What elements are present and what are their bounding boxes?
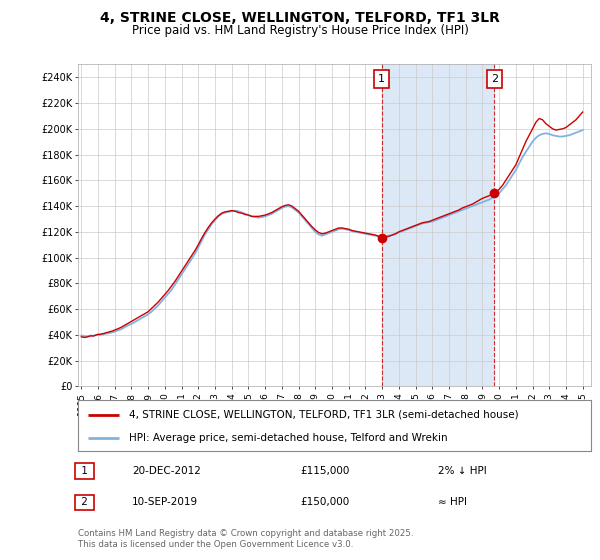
Text: £115,000: £115,000 [300,466,349,476]
Text: 2% ↓ HPI: 2% ↓ HPI [438,466,487,476]
Text: 10-SEP-2019: 10-SEP-2019 [132,497,198,507]
Text: 2: 2 [491,74,498,84]
Text: ≈ HPI: ≈ HPI [438,497,467,507]
Text: 1: 1 [78,466,91,476]
Text: 20-DEC-2012: 20-DEC-2012 [132,466,201,476]
Text: 4, STRINE CLOSE, WELLINGTON, TELFORD, TF1 3LR: 4, STRINE CLOSE, WELLINGTON, TELFORD, TF… [100,11,500,25]
Text: Price paid vs. HM Land Registry's House Price Index (HPI): Price paid vs. HM Land Registry's House … [131,24,469,36]
Text: 2: 2 [78,497,91,507]
Text: HPI: Average price, semi-detached house, Telford and Wrekin: HPI: Average price, semi-detached house,… [130,433,448,443]
Text: 1: 1 [378,74,385,84]
Text: Contains HM Land Registry data © Crown copyright and database right 2025.
This d: Contains HM Land Registry data © Crown c… [78,529,413,549]
Bar [382,64,494,386]
Text: 4, STRINE CLOSE, WELLINGTON, TELFORD, TF1 3LR (semi-detached house): 4, STRINE CLOSE, WELLINGTON, TELFORD, TF… [130,409,519,419]
Text: £150,000: £150,000 [300,497,349,507]
